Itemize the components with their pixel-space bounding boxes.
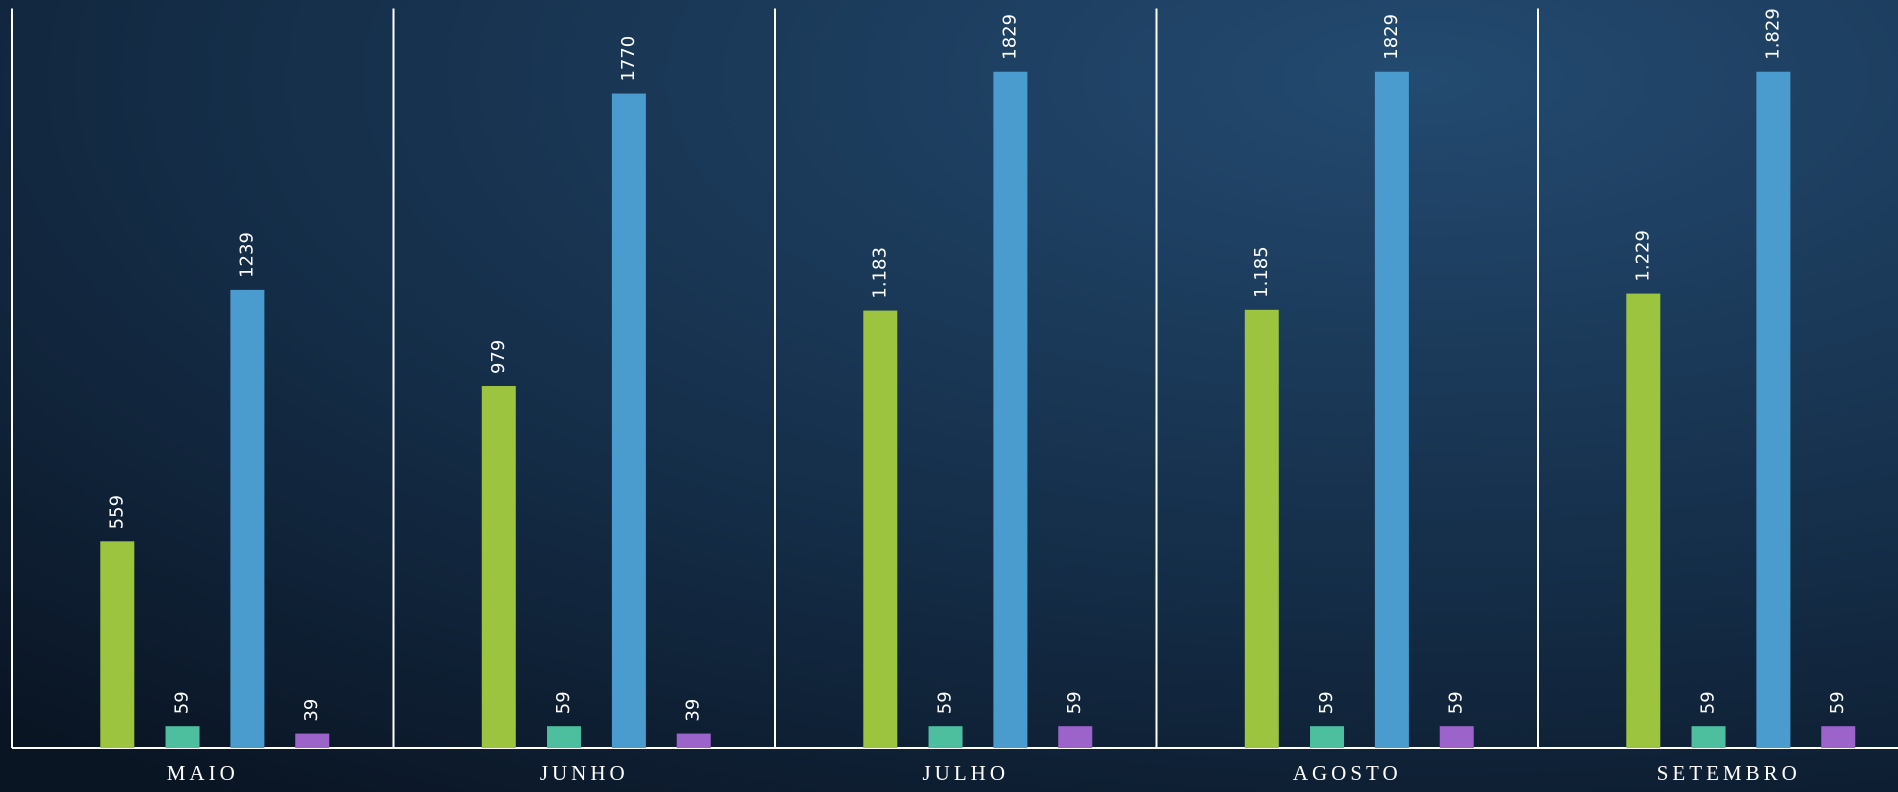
bar	[1374, 71, 1409, 749]
bar	[1310, 726, 1345, 748]
bar	[611, 93, 646, 749]
bar	[1439, 726, 1474, 748]
value-label: 1.829	[1762, 8, 1783, 60]
bar	[295, 733, 330, 748]
bar	[1691, 726, 1726, 748]
bar	[230, 289, 265, 748]
value-label: 1.229	[1632, 230, 1653, 282]
value-label: 59	[1827, 691, 1848, 714]
bar	[481, 386, 516, 748]
value-label: 1829	[1381, 14, 1402, 60]
bar	[928, 726, 963, 748]
bar	[863, 310, 898, 748]
value-label: 59	[935, 691, 956, 714]
value-label: 39	[301, 699, 322, 722]
bar	[1626, 293, 1661, 748]
value-label: 59	[1064, 691, 1085, 714]
bar	[165, 726, 200, 748]
x-tick-label: MAIO	[167, 761, 239, 785]
bar	[1821, 726, 1856, 748]
value-label: 59	[1698, 691, 1719, 714]
x-tick-label: JUNHO	[540, 761, 629, 785]
bar	[1058, 726, 1093, 748]
value-label: 1.185	[1251, 246, 1272, 298]
x-tick-label: JULHO	[923, 761, 1010, 785]
bar	[547, 726, 582, 748]
x-tick-label: AGOSTO	[1293, 761, 1402, 785]
bar	[1756, 71, 1791, 749]
value-label: 1770	[618, 36, 639, 82]
value-label: 59	[1446, 691, 1467, 714]
bar	[1244, 309, 1279, 748]
value-label: 1239	[236, 232, 257, 278]
value-label: 59	[553, 691, 574, 714]
value-label: 39	[683, 699, 704, 722]
bar	[100, 541, 135, 748]
value-label: 979	[488, 340, 509, 374]
bar	[993, 71, 1028, 749]
value-label: 559	[106, 495, 127, 529]
bar	[676, 733, 711, 748]
value-label: 59	[172, 691, 193, 714]
value-label: 1.183	[869, 247, 890, 299]
x-tick-label: SETEMBRO	[1657, 761, 1801, 785]
value-label: 1829	[999, 14, 1020, 60]
value-label: 59	[1316, 691, 1337, 714]
